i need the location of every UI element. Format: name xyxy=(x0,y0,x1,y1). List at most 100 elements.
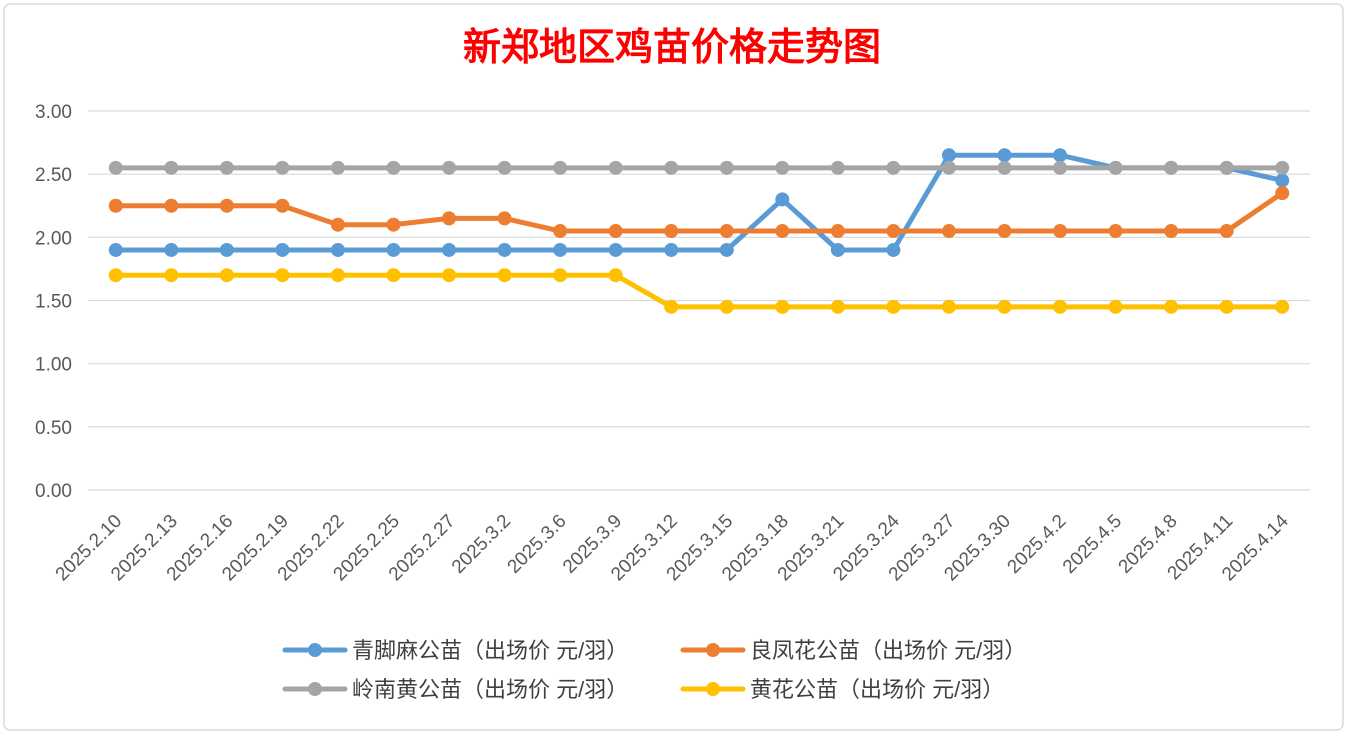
data-point xyxy=(997,224,1012,239)
data-point xyxy=(1275,160,1290,175)
data-point xyxy=(1219,299,1234,314)
y-tick-label: 3.00 xyxy=(35,102,72,123)
series-2 xyxy=(108,160,1290,175)
data-point xyxy=(553,160,568,175)
data-point xyxy=(719,299,734,314)
gridlines xyxy=(88,110,1310,491)
series-line xyxy=(113,152,1285,253)
legend-label: 岭南黄公苗（出场价 元/羽） xyxy=(352,677,628,702)
series-3 xyxy=(108,268,1290,314)
data-point xyxy=(830,299,845,314)
legend-item: 岭南黄公苗（出场价 元/羽） xyxy=(282,677,628,702)
data-point xyxy=(386,160,401,175)
data-point xyxy=(1053,224,1068,239)
data-point xyxy=(719,242,734,257)
data-point xyxy=(1053,299,1068,314)
data-point xyxy=(886,299,901,314)
data-point xyxy=(497,242,512,257)
legend-item: 青脚麻公苗（出场价 元/羽） xyxy=(282,638,628,663)
data-point xyxy=(275,268,290,283)
data-point xyxy=(275,160,290,175)
data-point xyxy=(1275,173,1290,188)
legend-marker xyxy=(706,643,720,657)
chart-border xyxy=(3,3,1344,731)
data-point xyxy=(941,148,956,163)
data-point xyxy=(830,224,845,239)
data-point xyxy=(108,268,123,283)
legend-label: 良凤花公苗（出场价 元/羽） xyxy=(750,638,1026,663)
y-tick-label: 0.00 xyxy=(35,481,72,502)
series-line xyxy=(113,190,1285,234)
data-point xyxy=(608,160,623,175)
data-point xyxy=(664,224,679,239)
data-point xyxy=(941,224,956,239)
data-point xyxy=(164,160,179,175)
chart-title: 新郑地区鸡苗价格走势图 xyxy=(463,27,881,69)
data-point xyxy=(330,242,345,257)
data-point xyxy=(997,160,1012,175)
data-point xyxy=(219,242,234,257)
legend-item: 黄花公苗（出场价 元/羽） xyxy=(680,677,1004,702)
data-point xyxy=(1275,299,1290,314)
data-point xyxy=(1108,224,1123,239)
data-point xyxy=(275,198,290,213)
data-point xyxy=(108,198,123,213)
data-point xyxy=(553,242,568,257)
data-point xyxy=(719,224,734,239)
legend-marker xyxy=(308,643,322,657)
data-point xyxy=(164,242,179,257)
data-point xyxy=(1108,160,1123,175)
data-point xyxy=(386,242,401,257)
data-point xyxy=(219,268,234,283)
data-point xyxy=(219,160,234,175)
legend: 青脚麻公苗（出场价 元/羽） 良凤花公苗（出场价 元/羽） 岭南黄公苗（出场价 元/… xyxy=(282,638,1026,702)
data-point xyxy=(664,160,679,175)
data-point xyxy=(497,160,512,175)
data-point xyxy=(886,242,901,257)
data-point xyxy=(997,299,1012,314)
data-point xyxy=(442,160,457,175)
y-tick-label: 1.00 xyxy=(35,355,72,376)
data-point xyxy=(164,268,179,283)
series-1 xyxy=(108,186,1290,239)
legend-marker xyxy=(706,682,720,696)
data-point xyxy=(386,268,401,283)
legend-label: 黄花公苗（出场价 元/羽） xyxy=(750,677,1004,702)
data-point xyxy=(442,268,457,283)
legend-item: 良凤花公苗（出场价 元/羽） xyxy=(680,638,1026,663)
y-tick-label: 2.00 xyxy=(35,228,72,249)
y-axis-labels: 0.00 0.50 1.00 1.50 2.00 2.50 3.00 xyxy=(35,102,72,502)
data-point xyxy=(775,160,790,175)
y-tick-label: 2.50 xyxy=(35,165,72,186)
data-point xyxy=(553,268,568,283)
data-point xyxy=(1219,160,1234,175)
data-point xyxy=(1164,160,1179,175)
data-point xyxy=(608,224,623,239)
data-point xyxy=(941,299,956,314)
series-line xyxy=(113,272,1285,310)
data-point xyxy=(1053,160,1068,175)
data-point xyxy=(1164,224,1179,239)
data-point xyxy=(830,160,845,175)
data-point xyxy=(886,160,901,175)
data-point xyxy=(219,198,234,213)
data-point xyxy=(775,299,790,314)
y-tick-label: 0.50 xyxy=(35,418,72,439)
data-point xyxy=(442,211,457,226)
data-point xyxy=(108,160,123,175)
data-point xyxy=(330,217,345,232)
series-group xyxy=(108,148,1290,314)
data-point xyxy=(997,148,1012,163)
data-point xyxy=(608,268,623,283)
legend-label: 青脚麻公苗（出场价 元/羽） xyxy=(352,638,628,663)
data-point xyxy=(497,268,512,283)
data-point xyxy=(1053,148,1068,163)
data-point xyxy=(608,242,623,257)
data-point xyxy=(386,217,401,232)
y-tick-label: 1.50 xyxy=(35,292,72,313)
data-point xyxy=(775,192,790,207)
data-point xyxy=(719,160,734,175)
data-point xyxy=(108,242,123,257)
